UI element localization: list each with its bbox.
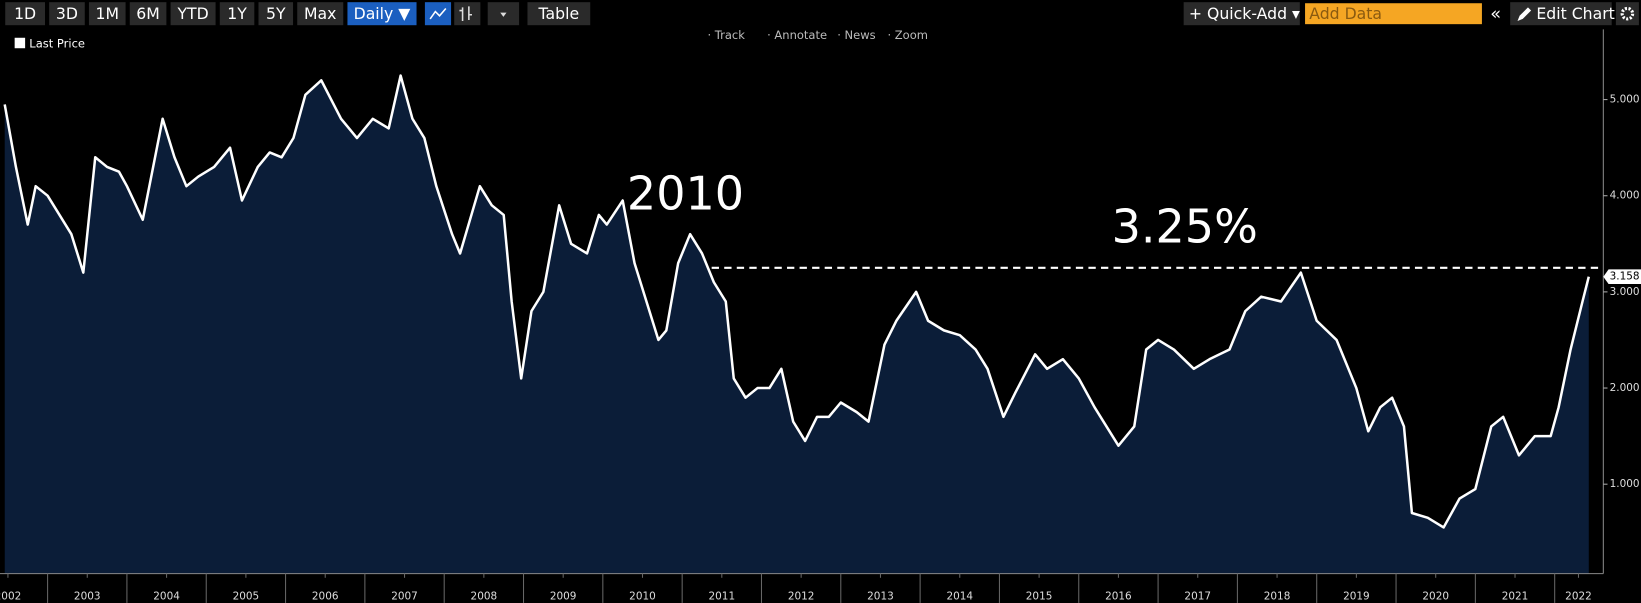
plot-area: 3.25% 2010 Last Price · Track · Annotate · Ne… <box>0 28 1641 603</box>
x-tick-label: 2018 <box>1264 591 1291 603</box>
x-tick-label: 2003 <box>74 591 101 603</box>
edit-chart-label[interactable]: Edit Chart <box>1536 4 1614 23</box>
chart-tool[interactable]: · Zoom <box>887 28 927 42</box>
y-tick-label: 5.000 <box>1610 94 1640 106</box>
range-label[interactable]: 5Y <box>266 4 286 23</box>
pencil-icon <box>1517 7 1532 22</box>
x-tick-label: 2004 <box>153 591 180 603</box>
range-button[interactable] <box>258 2 294 26</box>
chart-tool[interactable]: · News <box>837 28 875 42</box>
range-label[interactable]: 1Y <box>227 4 247 23</box>
bar-chart-button[interactable] <box>454 2 481 26</box>
range-button[interactable] <box>88 2 126 26</box>
quick-add-button[interactable] <box>1183 2 1300 26</box>
table-label[interactable]: Table <box>538 4 580 23</box>
add-data-input[interactable] <box>1305 3 1482 25</box>
line-icon <box>429 7 447 20</box>
price-tag-label: 3.158 <box>1610 271 1640 283</box>
range-button[interactable] <box>297 2 344 26</box>
toolbar: 1D 3D 1M 6M YTD 1Y 5Y Max Daily ▼ Table + Quick-Ad… <box>0 0 1641 29</box>
price-tag <box>1603 269 1641 285</box>
gear-icon <box>1620 6 1635 21</box>
add-data-placeholder[interactable]: Add Data <box>1309 4 1382 23</box>
x-tick-label: 2019 <box>1343 591 1370 603</box>
bar-icon <box>459 6 472 22</box>
reference-label: 3.25% <box>1112 200 1258 254</box>
x-tick-label: 2013 <box>867 591 894 603</box>
x-axis-bg <box>0 573 1604 603</box>
x-tick-label: 2008 <box>471 591 498 603</box>
x-tick-label: 2020 <box>1422 591 1449 603</box>
x-tick-label: 2016 <box>1105 591 1132 603</box>
quick-add-label[interactable]: + Quick-Add ▾ <box>1189 4 1300 23</box>
range-label[interactable]: 6M <box>136 4 160 23</box>
range-label[interactable]: 1D <box>14 4 36 23</box>
range-label[interactable]: Max <box>304 4 336 23</box>
y-tick-label: 2.000 <box>1610 382 1640 394</box>
chart-tool[interactable]: · Track <box>707 28 745 42</box>
y-tick-label: 4.000 <box>1610 190 1640 202</box>
range-label[interactable]: YTD <box>176 4 208 23</box>
y-tick-label: 3.000 <box>1610 286 1640 298</box>
collapse-icon[interactable]: « <box>1490 4 1501 25</box>
edit-chart-button[interactable] <box>1510 2 1612 26</box>
frequency-button[interactable] <box>347 2 417 26</box>
x-tick-label: 2017 <box>1184 591 1211 603</box>
x-tick-label: 2022 <box>1565 591 1592 603</box>
range-button[interactable] <box>129 2 167 26</box>
y-tick-label: 1.000 <box>1610 478 1640 490</box>
x-tick-label: 2002 <box>0 591 21 603</box>
chart-tool[interactable]: · Annotate <box>767 28 827 42</box>
range-button[interactable] <box>49 2 85 26</box>
range-label[interactable]: 1M <box>96 4 120 23</box>
line <box>3 74 1590 529</box>
x-tick-label: 2010 <box>629 591 656 603</box>
frequency-label[interactable]: Daily ▼ <box>354 4 412 23</box>
x-tick-label: 2012 <box>788 591 815 603</box>
annotation: 2010 <box>627 166 744 220</box>
range-label[interactable]: 3D <box>56 4 78 23</box>
x-tick-label: 2021 <box>1502 591 1529 603</box>
area <box>4 75 1589 574</box>
x-tick-label: 2005 <box>233 591 260 603</box>
x-tick-label: 2014 <box>946 591 973 603</box>
legend-label: Last Price <box>29 37 85 51</box>
settings-button[interactable] <box>1615 2 1639 26</box>
x-tick-label: 2007 <box>391 591 418 603</box>
x-tick-label: 2015 <box>1026 591 1053 603</box>
range-button[interactable] <box>5 2 46 26</box>
table-button[interactable] <box>527 2 591 26</box>
range-button[interactable] <box>170 2 216 26</box>
x-tick-label: 2009 <box>550 591 577 603</box>
x-tick-label: 2011 <box>709 591 736 603</box>
range-button[interactable] <box>219 2 255 26</box>
more-icon <box>500 12 507 17</box>
legend-swatch <box>14 37 26 49</box>
x-tick-label: 2006 <box>312 591 339 603</box>
